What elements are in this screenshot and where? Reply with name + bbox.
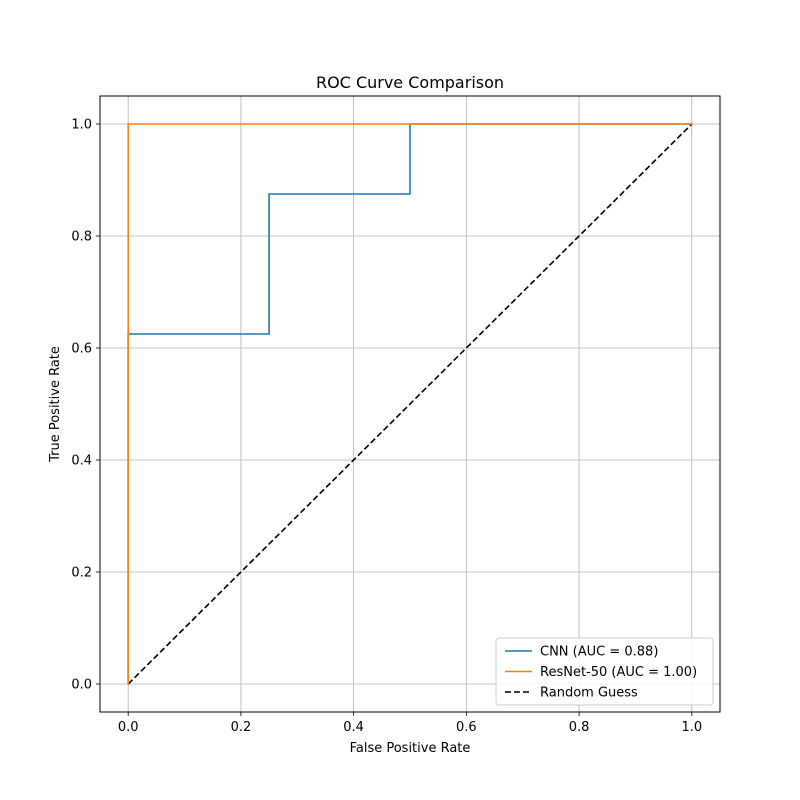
y-tick-label: 0.8 — [71, 230, 92, 245]
x-tick-label: 0.2 — [231, 720, 252, 735]
y-tick-label: 0.4 — [71, 454, 92, 469]
y-tick-label: 1.0 — [71, 118, 92, 133]
x-axis-ticks: 0.0 0.2 0.4 0.6 0.8 1.0 — [118, 712, 702, 735]
plot-frame — [99, 95, 721, 713]
y-tick-label: 0.6 — [71, 342, 92, 357]
y-tick-label: 0.0 — [71, 678, 92, 693]
series-line-1 — [127, 123, 692, 684]
series-line-2 — [127, 123, 693, 685]
legend-label-2: Random Guess — [540, 686, 638, 701]
x-axis-label: False Positive Rate — [350, 741, 471, 756]
x-tick-label: 0.6 — [456, 720, 477, 735]
legend-label-1: ResNet-50 (AUC = 1.00) — [540, 665, 697, 680]
chart-title: ROC Curve Comparison — [316, 73, 504, 92]
y-tick-label: 0.2 — [71, 566, 92, 581]
x-tick-label: 1.0 — [681, 720, 702, 735]
y-axis-ticks: 0.0 0.2 0.4 0.6 0.8 1.0 — [71, 118, 100, 693]
x-tick-label: 0.8 — [569, 720, 590, 735]
series-lines — [127, 123, 693, 685]
legend-box — [495, 637, 714, 706]
x-tick-label: 0.0 — [118, 720, 139, 735]
legend: CNN (AUC = 0.88) ResNet-50 (AUC = 1.00) Ra… — [495, 637, 714, 706]
x-tick-label: 0.4 — [343, 720, 364, 735]
y-axis-label: True Positive Rate — [48, 346, 63, 463]
legend-label-0: CNN (AUC = 0.88) — [540, 645, 658, 660]
